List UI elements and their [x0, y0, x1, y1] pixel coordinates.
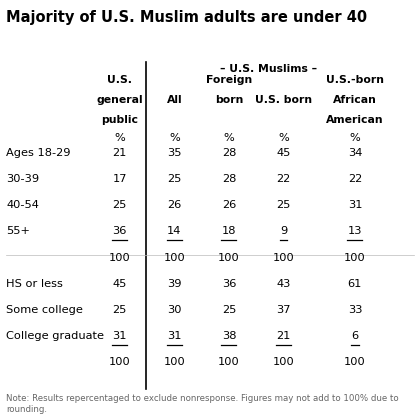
Text: 33: 33 [348, 305, 362, 315]
Text: 38: 38 [222, 331, 236, 341]
Text: 36: 36 [222, 279, 236, 289]
Text: 25: 25 [113, 305, 127, 315]
Text: 6: 6 [352, 331, 358, 341]
Text: U.S.: U.S. [107, 75, 132, 85]
Text: 100: 100 [344, 253, 366, 262]
Text: 26: 26 [167, 200, 181, 210]
Text: 37: 37 [276, 305, 291, 315]
Text: 31: 31 [348, 200, 362, 210]
Text: 26: 26 [222, 200, 236, 210]
Text: 36: 36 [113, 226, 127, 236]
Text: 21: 21 [276, 331, 291, 341]
Text: 25: 25 [113, 200, 127, 210]
Text: 100: 100 [218, 253, 240, 262]
Text: 39: 39 [167, 279, 181, 289]
Text: %: % [223, 133, 234, 143]
Text: 25: 25 [222, 305, 236, 315]
Text: 100: 100 [344, 357, 366, 367]
Text: 100: 100 [273, 357, 294, 367]
Text: American: American [326, 115, 384, 125]
Text: Majority of U.S. Muslim adults are under 40: Majority of U.S. Muslim adults are under… [6, 10, 368, 25]
Text: 28: 28 [222, 174, 236, 184]
Text: 14: 14 [167, 226, 181, 236]
Text: Foreign: Foreign [206, 75, 252, 85]
Text: 30: 30 [167, 305, 181, 315]
Text: Ages 18-29: Ages 18-29 [6, 148, 71, 158]
Text: 100: 100 [218, 357, 240, 367]
Text: 100: 100 [109, 253, 131, 262]
Text: 30-39: 30-39 [6, 174, 39, 184]
Text: 55+: 55+ [6, 226, 30, 236]
Text: %: % [278, 133, 289, 143]
Text: African: African [333, 95, 377, 105]
Text: College graduate: College graduate [6, 331, 104, 341]
Text: 100: 100 [163, 357, 185, 367]
Text: 34: 34 [348, 148, 362, 158]
Text: 28: 28 [222, 148, 236, 158]
Text: 40-54: 40-54 [6, 200, 39, 210]
Text: U.S.-born: U.S.-born [326, 75, 384, 85]
Text: 13: 13 [348, 226, 362, 236]
Text: Note: Results repercentaged to exclude nonresponse. Figures may not add to 100% : Note: Results repercentaged to exclude n… [6, 394, 399, 416]
Text: 22: 22 [276, 174, 291, 184]
Text: 43: 43 [276, 279, 291, 289]
Text: 100: 100 [109, 357, 131, 367]
Text: born: born [215, 95, 243, 105]
Text: 21: 21 [113, 148, 127, 158]
Text: – U.S. Muslims –: – U.S. Muslims – [220, 64, 318, 74]
Text: Some college: Some college [6, 305, 83, 315]
Text: 45: 45 [113, 279, 127, 289]
Text: 18: 18 [222, 226, 236, 236]
Text: %: % [114, 133, 125, 143]
Text: 9: 9 [280, 226, 287, 236]
Text: 31: 31 [113, 331, 127, 341]
Text: 31: 31 [167, 331, 181, 341]
Text: 35: 35 [167, 148, 181, 158]
Text: U.S. born: U.S. born [255, 95, 312, 105]
Text: HS or less: HS or less [6, 279, 63, 289]
Text: 25: 25 [276, 200, 291, 210]
Text: All: All [166, 95, 182, 105]
Text: %: % [169, 133, 180, 143]
Text: general: general [96, 95, 143, 105]
Text: 25: 25 [167, 174, 181, 184]
Text: public: public [101, 115, 138, 125]
Text: 100: 100 [273, 253, 294, 262]
Text: %: % [349, 133, 360, 143]
Text: 17: 17 [113, 174, 127, 184]
Text: 100: 100 [163, 253, 185, 262]
Text: 45: 45 [276, 148, 291, 158]
Text: 22: 22 [348, 174, 362, 184]
Text: 61: 61 [348, 279, 362, 289]
